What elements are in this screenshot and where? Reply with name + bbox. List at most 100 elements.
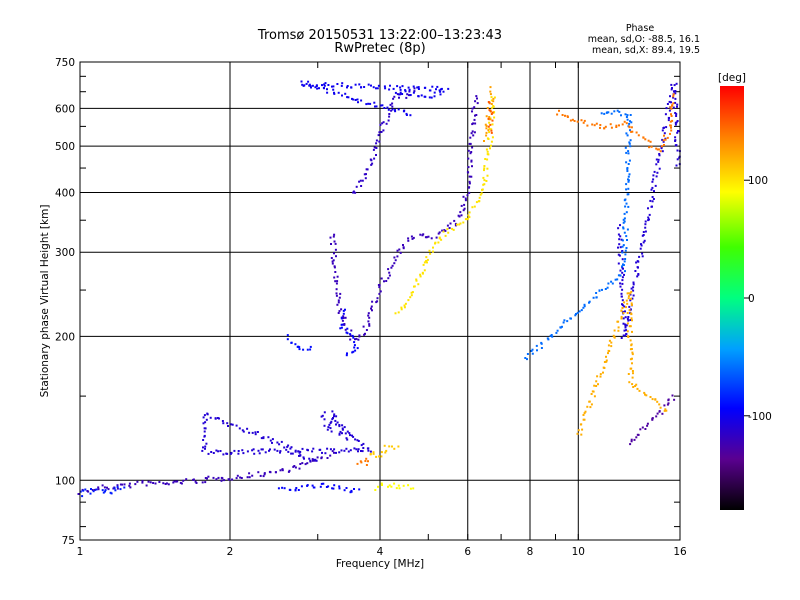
data-point [566,115,569,118]
data-point [401,93,404,95]
data-point [390,485,393,488]
data-point [329,448,332,451]
data-point [634,270,637,272]
data-point [380,131,383,133]
data-point [257,471,260,474]
data-point [556,113,559,116]
data-point [141,481,144,484]
data-point [335,282,338,285]
data-point [202,422,205,425]
data-point [667,402,670,405]
data-point [260,448,263,451]
data-point [428,96,431,99]
data-point [661,412,664,415]
data-point [629,139,632,142]
data-point [661,150,664,153]
data-point [283,446,286,449]
data-point [599,126,601,129]
data-point [367,102,370,105]
data-point [307,80,310,83]
data-point [638,389,641,392]
data-point [578,310,581,313]
data-point [490,144,492,147]
data-point [356,439,359,442]
data-point [309,459,312,462]
data-point [330,430,333,433]
data-point [627,373,630,375]
data-point [238,427,241,430]
data-point [652,178,655,181]
data-point [621,251,624,254]
data-point [649,396,652,398]
data-point [364,332,366,335]
data-point [630,287,633,290]
data-point [462,195,465,198]
data-point [309,345,312,348]
data-point [276,449,279,452]
data-point [355,448,358,451]
data-point [405,112,408,115]
data-point [113,487,116,490]
data-point [257,449,260,452]
data-point [626,302,629,305]
data-point [346,86,348,89]
data-point [376,87,379,90]
data-point [489,86,492,89]
data-point [487,101,490,103]
data-point [621,266,624,269]
data-point [613,329,616,332]
data-point [589,406,592,409]
data-point [563,319,566,322]
data-point [637,273,640,275]
data-point [383,107,386,109]
data-point [604,125,607,128]
data-point [576,120,579,123]
data-point [583,303,586,306]
data-point [357,440,360,442]
data-point [235,477,238,480]
data-point [230,451,233,454]
data-point [180,482,183,485]
data-point [336,83,339,85]
data-point [333,240,336,243]
colorbar-tick-label: 0 [748,293,755,305]
data-point [204,445,207,448]
data-point [468,186,471,189]
data-point [583,412,586,415]
data-point [338,433,341,436]
data-point [294,450,297,453]
data-point [204,427,207,430]
data-point [302,348,305,351]
data-point [345,437,348,440]
data-point [591,123,594,126]
data-point [97,488,100,491]
data-point [451,227,454,230]
data-point [423,269,426,272]
data-point [407,86,410,89]
data-point [278,443,281,446]
data-point [262,475,265,478]
data-point [365,464,368,466]
data-point [394,312,397,315]
data-point [279,451,281,454]
data-point [348,432,351,435]
data-point [222,453,225,456]
data-point [409,94,412,97]
data-point [531,348,534,351]
data-point [627,150,630,153]
data-point [629,299,632,302]
data-point [205,442,208,445]
data-point [643,391,646,394]
data-point [102,491,105,494]
data-point [636,387,639,390]
data-point [672,106,675,109]
data-point [242,430,245,433]
data-point [415,278,418,281]
data-point [305,82,308,85]
data-point [631,319,633,322]
data-point [227,425,229,427]
data-point [621,282,624,285]
data-point [630,130,633,133]
data-point [423,86,426,89]
data-point [632,289,635,292]
